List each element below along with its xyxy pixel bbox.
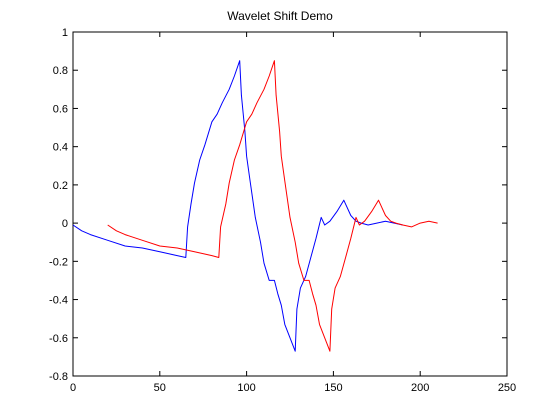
x-tick-label: 100 <box>237 382 255 394</box>
x-tick-label: 200 <box>411 382 429 394</box>
series-line-2 <box>107 60 438 352</box>
x-tick-label: 0 <box>70 382 76 394</box>
x-tick-label: 250 <box>498 382 516 394</box>
y-tick-label: 0.8 <box>53 65 68 77</box>
x-tick-label: 50 <box>154 382 166 394</box>
y-tick-label: -0.6 <box>49 333 68 345</box>
chart-title: Wavelet Shift Demo <box>227 9 333 23</box>
x-tick-label: 150 <box>324 382 342 394</box>
y-tick-label: 0.2 <box>53 180 68 192</box>
y-tick-label: -0.4 <box>49 295 68 307</box>
series-layer <box>72 60 438 352</box>
series-line-1 <box>72 60 403 352</box>
y-tick-label: 0 <box>62 218 68 230</box>
axes-box <box>72 31 508 377</box>
y-tick-label: -0.2 <box>49 256 68 268</box>
ticks-layer: 0 50 100 150 200 250 -0.8 -0.6 -0.4 -0.2 0 0.2 0.4 0.… <box>49 27 516 394</box>
y-tick-label: 0.6 <box>53 103 68 115</box>
y-tick-label: 0.4 <box>53 142 68 154</box>
y-tick-label: -0.8 <box>49 371 68 383</box>
y-tick-label: 1 <box>62 27 68 39</box>
